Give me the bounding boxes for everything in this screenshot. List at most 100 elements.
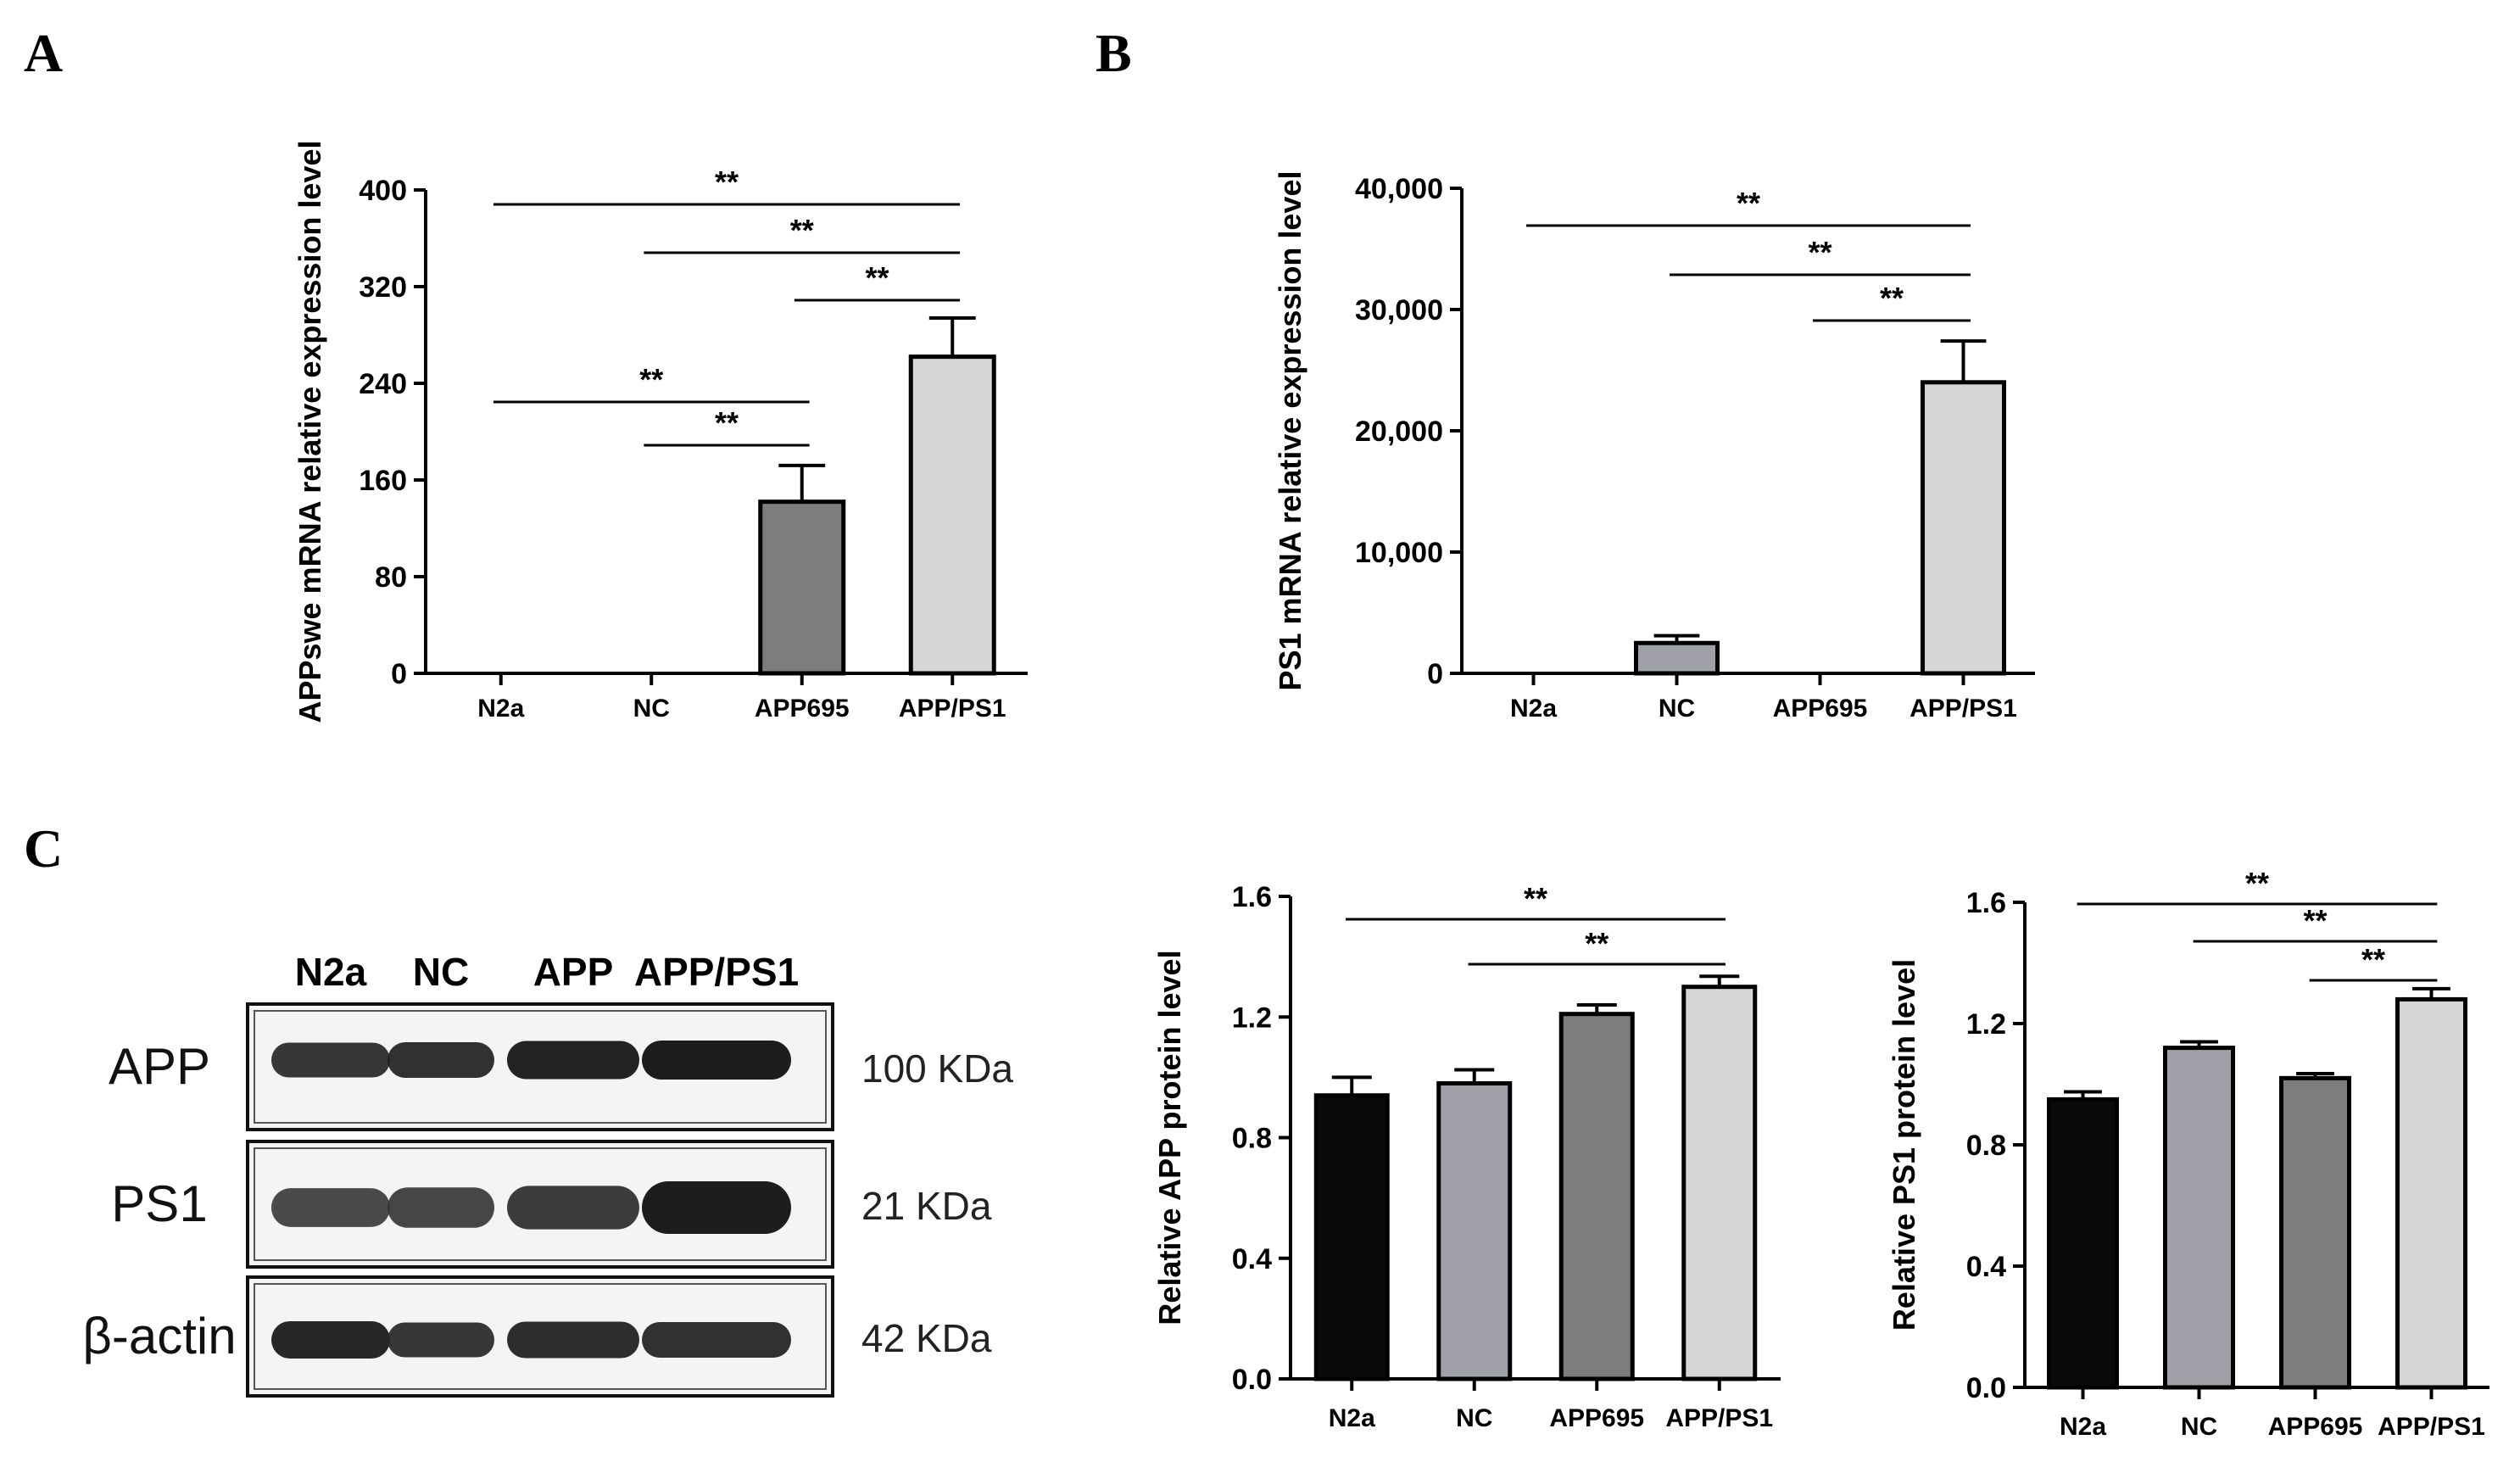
western-blot: N2a NC APP APP/PS1 APP 100 KDa PS1 21 KDa β-acti…	[82, 950, 1013, 1398]
y-tick-label: 1.6	[1232, 881, 1272, 913]
blot-protein-label: β-actin	[82, 1308, 236, 1364]
y-tick-label: 0.8	[1232, 1123, 1272, 1155]
y-tick-label: 1.2	[1966, 1008, 2006, 1041]
y-tick-label: 30,000	[1355, 294, 1443, 326]
significance-label: **	[715, 405, 739, 440]
y-tick-label: 1.2	[1232, 1002, 1272, 1034]
y-tick-label: 400	[359, 175, 407, 207]
blot-lane-label: APP	[533, 950, 614, 994]
significance-label: **	[715, 165, 739, 199]
blot-band	[642, 1322, 791, 1358]
significance-label: **	[2361, 942, 2385, 977]
y-tick-label: 240	[359, 368, 407, 400]
panel-letter-c: C	[24, 818, 63, 879]
chart-b-ps1-mrna: 0 10,000 20,000 30,000 40,000 PS1 mRNA relati…	[1273, 171, 2035, 723]
significance-label: **	[865, 260, 889, 295]
chart-a-appswe-mrna: 0 80 160 240 320 400 APPswe mRNA relative expr…	[293, 141, 1028, 723]
panel-letter-a: A	[24, 23, 63, 83]
category-label: APP695	[755, 695, 850, 723]
blot-panel-inner-border	[254, 1147, 827, 1261]
category-label: N2a	[477, 695, 524, 723]
blot-panel-inner-border	[254, 1283, 827, 1390]
bar	[1921, 380, 2006, 676]
bar	[2163, 1046, 2235, 1390]
y-tick-label: 80	[375, 561, 407, 594]
y-tick-label: 0	[1427, 658, 1443, 690]
category-label: APP/PS1	[2378, 1413, 2485, 1441]
blot-band	[642, 1041, 791, 1080]
category-label: NC	[1456, 1404, 1492, 1432]
significance-label: **	[1737, 186, 1760, 220]
blot-band	[387, 1322, 494, 1358]
y-axis-title: APPswe mRNA relative expression level	[293, 141, 327, 723]
blot-band	[507, 1186, 639, 1230]
bar	[2279, 1075, 2351, 1390]
bar	[1313, 1093, 1390, 1381]
blot-size-label: 100 KDa	[861, 1046, 1013, 1091]
significance-label: **	[1524, 881, 1547, 916]
y-tick-label: 10,000	[1355, 537, 1443, 569]
blot-panel-inner-border	[254, 1010, 827, 1124]
blot-size-label: 42 KDa	[861, 1316, 992, 1360]
bar	[2395, 996, 2467, 1390]
blot-lane-label: APP/PS1	[634, 950, 799, 994]
y-tick-label: 0.4	[1966, 1251, 2006, 1283]
significance-label: **	[790, 213, 814, 248]
blot-protein-label: PS1	[111, 1175, 207, 1232]
chart-c-ps1-protein: 0.0 0.4 0.8 1.2 1.6 Relative PS1 protein leve…	[1887, 866, 2489, 1441]
y-tick-label: 0	[391, 658, 407, 690]
blot-band	[387, 1187, 494, 1228]
category-label: N2a	[1510, 695, 1557, 723]
significance-label: **	[2303, 903, 2327, 938]
category-label: APP/PS1	[899, 695, 1006, 723]
y-tick-label: 20,000	[1355, 416, 1443, 448]
y-tick-label: 1.6	[1966, 887, 2006, 919]
bar	[1634, 640, 1720, 676]
blot-protein-label: APP	[109, 1038, 210, 1095]
significance-label: **	[1585, 926, 1608, 961]
y-axis-title: Relative PS1 protein level	[1887, 959, 1921, 1331]
category-label: N2a	[1329, 1404, 1375, 1432]
category-label: APP695	[1549, 1404, 1644, 1432]
significance-label: **	[639, 362, 663, 397]
panel-letter-b: B	[1096, 23, 1132, 83]
blot-lane-label: NC	[413, 950, 469, 994]
y-axis-title: PS1 mRNA relative expression level	[1273, 171, 1307, 691]
category-label: APP/PS1	[1665, 1404, 1773, 1432]
y-tick-label: 0.0	[1232, 1364, 1272, 1396]
significance-label: **	[2245, 866, 2269, 901]
bar	[908, 354, 996, 676]
category-label: NC	[1659, 695, 1695, 723]
y-tick-label: 40,000	[1355, 173, 1443, 205]
blot-band	[507, 1041, 639, 1080]
y-tick-label: 0.4	[1232, 1243, 1272, 1275]
y-tick-label: 0.8	[1966, 1130, 2006, 1162]
bar	[2047, 1096, 2119, 1390]
chart-c-app-protein: 0.0 0.4 0.8 1.2 1.6 Relative APP protein leve…	[1152, 881, 1781, 1432]
blot-band	[271, 1321, 390, 1359]
blot-band	[271, 1188, 390, 1227]
category-label: NC	[633, 695, 670, 723]
y-tick-label: 160	[359, 465, 407, 497]
blot-band	[387, 1042, 494, 1078]
category-label: APP695	[1773, 695, 1868, 723]
blot-band	[271, 1042, 390, 1078]
y-tick-label: 0.0	[1966, 1372, 2006, 1404]
significance-label: **	[1880, 281, 1904, 315]
bar	[758, 499, 846, 676]
bar	[1558, 1012, 1635, 1381]
bar	[1436, 1080, 1513, 1381]
y-axis-title: Relative APP protein level	[1152, 950, 1187, 1325]
category-label: APP/PS1	[1910, 695, 2017, 723]
category-label: N2a	[2060, 1413, 2106, 1441]
y-tick-label: 320	[359, 271, 407, 304]
significance-label: **	[1808, 235, 1831, 270]
category-label: APP695	[2268, 1413, 2363, 1441]
category-label: NC	[2181, 1413, 2217, 1441]
bar	[1681, 985, 1758, 1381]
blot-lane-label: N2a	[295, 950, 367, 994]
blot-band	[507, 1321, 639, 1359]
blot-size-label: 21 KDa	[861, 1184, 992, 1228]
blot-band	[642, 1181, 791, 1234]
